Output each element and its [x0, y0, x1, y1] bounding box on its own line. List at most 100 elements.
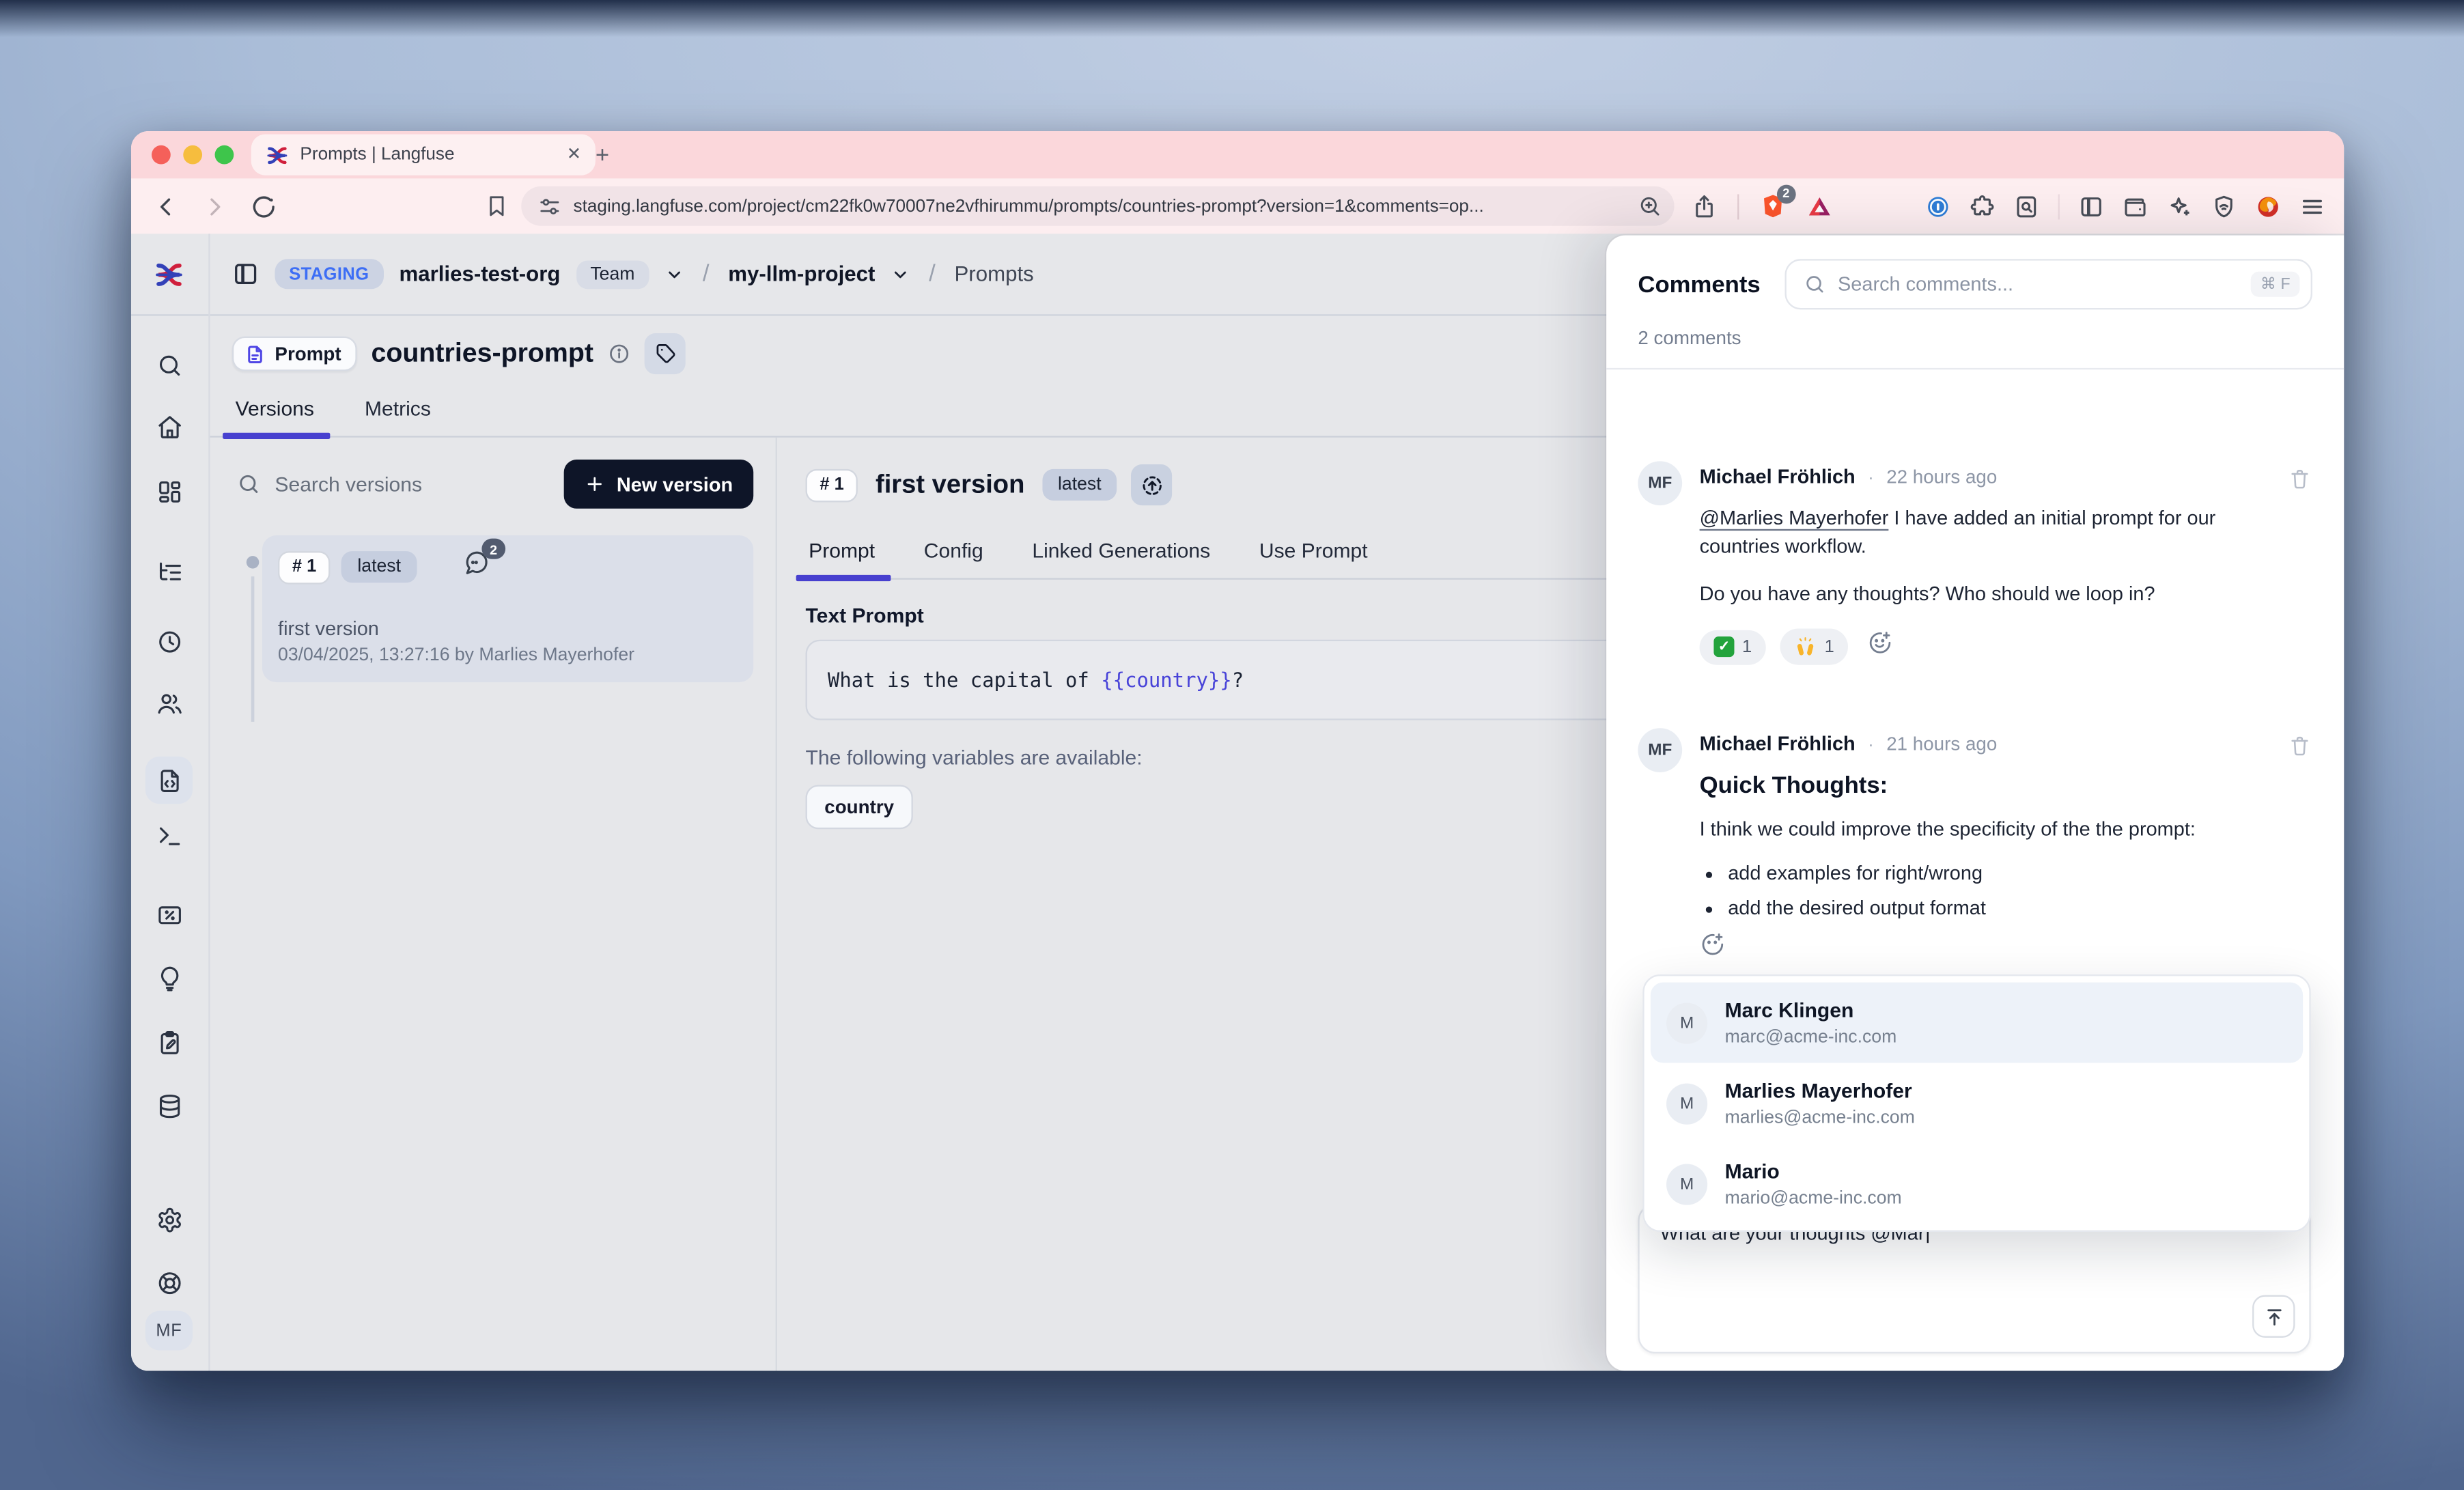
bookmark-icon[interactable]	[485, 194, 509, 218]
sparkle-ai-icon[interactable]	[2167, 193, 2192, 219]
sidebar-search-icon[interactable]	[131, 352, 207, 379]
langfuse-logo-icon[interactable]	[131, 259, 207, 290]
prompt-variable-token: {{country}}	[1101, 668, 1232, 692]
tab-title: Prompts | Langfuse	[300, 145, 455, 165]
tab-linked-generations[interactable]: Linked Generations	[1032, 538, 1211, 563]
comment-bullet: add examples for right/wrong	[1728, 862, 2312, 884]
suggestion-email: marc@acme-inc.com	[1724, 1027, 1897, 1047]
close-window-button[interactable]	[152, 145, 171, 165]
brave-rewards-icon[interactable]	[1807, 193, 1832, 219]
version-list-item[interactable]: # 1 latest 2 first version	[262, 535, 754, 683]
breadcrumb-page[interactable]: Prompts	[954, 262, 1034, 286]
divider	[1606, 367, 2344, 370]
comment-text: I think we could improve the specificity…	[1699, 818, 2196, 841]
app-sidebar: MF	[130, 234, 210, 1371]
sidebar-users-icon[interactable]	[131, 690, 207, 717]
reaction-check-pill[interactable]: 1	[1699, 630, 1767, 665]
latest-badge: latest	[341, 551, 417, 583]
tag-button[interactable]	[644, 333, 686, 375]
project-name[interactable]: my-llm-project	[728, 262, 876, 286]
search-versions-input[interactable]: Search versions	[232, 473, 548, 496]
comment-bullet-list: add examples for right/wrong add the des…	[1700, 862, 2312, 918]
add-reaction-button[interactable]	[1700, 932, 1725, 962]
sidebar-prompts-active-bg	[145, 756, 193, 804]
env-badge: STAGING	[275, 259, 384, 290]
avatar: MF	[145, 1310, 193, 1351]
org-chevron-down-icon[interactable]	[664, 264, 684, 283]
reaction-count: 1	[1824, 638, 1834, 657]
file-code-icon	[156, 767, 182, 793]
sidebar-panel-icon[interactable]	[2079, 193, 2104, 219]
reaction-raising-hands-pill[interactable]: 1	[1780, 629, 1849, 666]
extensions-puzzle-icon[interactable]	[1970, 193, 1995, 219]
refresh-icon[interactable]	[251, 193, 277, 219]
suggestion-name: Mario	[1724, 1159, 1780, 1184]
close-tab-icon[interactable]	[567, 146, 581, 163]
url-bar[interactable]: staging.langfuse.com/project/cm22fk0w700…	[521, 186, 1675, 226]
back-icon[interactable]	[153, 193, 178, 219]
promote-version-button[interactable]	[1131, 464, 1173, 506]
mention-link[interactable]: @Marlies Mayerhofer	[1699, 507, 1889, 529]
sidebar-evaluation-icon[interactable]	[131, 965, 207, 992]
page-title: countries-prompt	[371, 337, 594, 368]
sidebar-dashboard-icon[interactable]	[131, 479, 207, 505]
sidebar-prompts-item[interactable]	[131, 756, 207, 804]
smile-plus-icon	[1700, 931, 1725, 956]
browser-tab[interactable]: Prompts | Langfuse	[251, 134, 596, 175]
shield-badge: 2	[1776, 184, 1796, 203]
search-page-icon[interactable]	[2014, 193, 2039, 219]
mention-suggestion-marc[interactable]: M Marc Klingen marc@acme-inc.com	[1650, 982, 2304, 1063]
minimize-window-button[interactable]	[183, 145, 203, 165]
mention-suggestion-marlies[interactable]: M Marlies Mayerhofer marlies@acme-inc.co…	[1651, 1063, 2303, 1144]
comment-author: Michael Fröhlich	[1699, 466, 1856, 488]
detail-version-title: first version	[875, 470, 1025, 498]
sidebar-scores-icon[interactable]	[131, 902, 207, 929]
tab-use-prompt[interactable]: Use Prompt	[1259, 538, 1368, 563]
sidebar-tracing-icon[interactable]	[131, 559, 207, 586]
add-reaction-button[interactable]	[1867, 631, 1892, 664]
sidebar-datasets-icon[interactable]	[131, 1093, 207, 1119]
site-settings-icon[interactable]	[539, 195, 561, 217]
plus-icon	[585, 474, 606, 494]
sidebar-user-avatar[interactable]: MF	[131, 1310, 207, 1351]
project-chevron-down-icon[interactable]	[891, 264, 910, 283]
submit-comment-button[interactable]	[2252, 1295, 2295, 1338]
avatar: M	[1666, 1002, 1708, 1043]
sidebar-home-icon[interactable]	[131, 414, 207, 440]
tab-config[interactable]: Config	[923, 538, 983, 563]
tab-metrics[interactable]: Metrics	[364, 396, 431, 421]
new-tab-button[interactable]	[596, 142, 609, 169]
wallet-icon[interactable]	[2123, 193, 2148, 219]
breadcrumb-separator: /	[702, 260, 710, 287]
search-comments-input[interactable]: Search comments... ⌘ F	[1784, 259, 2312, 310]
sidebar-annotation-icon[interactable]	[131, 1030, 207, 1056]
info-icon[interactable]	[608, 343, 630, 365]
sidebar-playground-icon[interactable]	[131, 823, 207, 849]
forward-icon[interactable]	[202, 193, 227, 219]
panel-left-toggle-icon[interactable]	[232, 261, 259, 287]
tab-prompt[interactable]: Prompt	[796, 526, 891, 582]
zoom-window-button[interactable]	[214, 145, 234, 165]
version-name: first version	[278, 617, 379, 640]
sidebar-support-icon[interactable]	[131, 1270, 207, 1297]
delete-comment-button[interactable]	[2288, 735, 2310, 765]
brave-shield-icon[interactable]: 2	[1759, 184, 1796, 219]
new-version-button[interactable]: New version	[564, 460, 754, 509]
menu-icon[interactable]	[2299, 193, 2325, 219]
delete-comment-button[interactable]	[2288, 468, 2310, 498]
password-manager-icon[interactable]	[1925, 193, 1950, 219]
browser-profile-icon[interactable]	[2256, 193, 2281, 219]
comments-list: MF Michael Fröhlich · 22 hours ago @Marl…	[1606, 369, 2344, 1370]
share-icon[interactable]	[1692, 193, 1717, 219]
prompt-page-tabs: Versions Metrics	[210, 384, 2344, 439]
tab-versions[interactable]: Versions	[223, 384, 330, 439]
sidebar-sessions-icon[interactable]	[131, 629, 207, 656]
mention-suggestion-mario[interactable]: M Mario mario@acme-inc.com	[1651, 1143, 2303, 1224]
sidebar-settings-icon[interactable]	[131, 1207, 207, 1233]
org-name[interactable]: marlies-test-org	[399, 262, 561, 286]
vpn-shield-icon[interactable]	[2211, 193, 2237, 219]
avatar: MF	[1638, 729, 1683, 773]
version-comments-button[interactable]: 2	[462, 538, 505, 585]
breadcrumb: STAGING marlies-test-org Team / my-llm-p…	[210, 234, 2344, 316]
zoom-in-icon[interactable]	[1638, 194, 1662, 218]
